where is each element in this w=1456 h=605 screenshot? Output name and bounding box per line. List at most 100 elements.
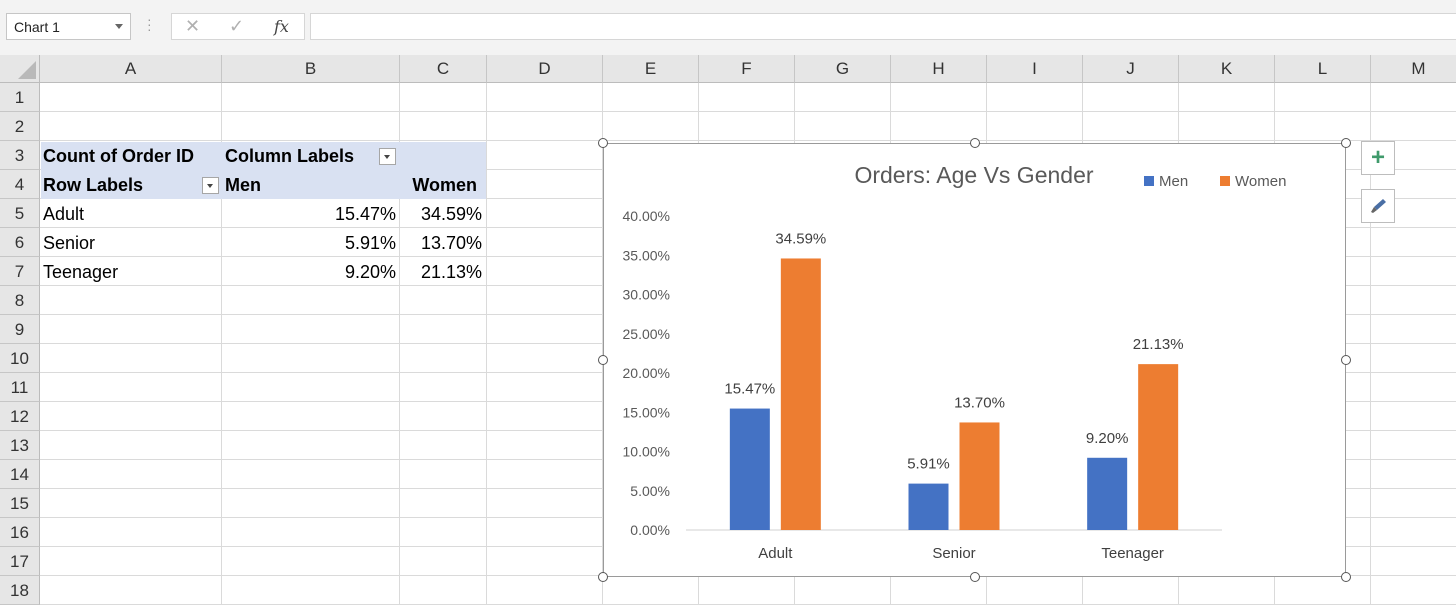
- column-header[interactable]: F: [699, 55, 795, 83]
- pivot-header-band: [41, 142, 486, 199]
- y-tick-label: 10.00%: [623, 444, 670, 460]
- select-all-icon: [18, 61, 36, 79]
- column-header[interactable]: D: [487, 55, 603, 83]
- gridline: [40, 111, 1456, 112]
- column-header[interactable]: G: [795, 55, 891, 83]
- row-header[interactable]: 18: [0, 576, 40, 605]
- legend-label: Men: [1159, 173, 1188, 190]
- pivot-row-labels[interactable]: Row Labels: [43, 175, 144, 195]
- cancel-icon[interactable]: ✕: [185, 16, 201, 36]
- bar-men: [908, 483, 949, 530]
- chart-area[interactable]: Orders: Age Vs Gender Men Women 0.00% 5.00% 1…: [603, 143, 1346, 577]
- row-filter-button[interactable]: [202, 177, 219, 194]
- pivot-cell[interactable]: 5.91%: [344, 233, 396, 253]
- gridline: [40, 140, 1456, 141]
- pivot-header-men[interactable]: Men: [225, 175, 261, 195]
- bar-women: [780, 258, 821, 530]
- row-header[interactable]: 10: [0, 344, 40, 373]
- row-header[interactable]: 1: [0, 83, 40, 112]
- column-header[interactable]: L: [1275, 55, 1371, 83]
- pivot-cell[interactable]: 9.20%: [344, 262, 396, 282]
- chart-styles-button[interactable]: [1361, 189, 1395, 223]
- select-all-button[interactable]: [0, 55, 40, 83]
- x-tick-label: Adult: [758, 545, 793, 562]
- resize-handle[interactable]: [598, 138, 608, 148]
- pivot-cell[interactable]: 15.47%: [334, 204, 396, 224]
- pivot-cell[interactable]: 13.70%: [420, 233, 482, 253]
- row-header[interactable]: 9: [0, 315, 40, 344]
- row-header[interactable]: 16: [0, 518, 40, 547]
- legend-swatch: [1144, 176, 1154, 186]
- formula-buttons: ✕ ✓ fx: [171, 13, 305, 40]
- column-header[interactable]: E: [603, 55, 699, 83]
- resize-handle[interactable]: [598, 355, 608, 365]
- resize-handle[interactable]: [1341, 138, 1351, 148]
- pivot-header-women[interactable]: Women: [412, 175, 477, 195]
- row-header[interactable]: 3: [0, 141, 40, 170]
- row-header[interactable]: 8: [0, 286, 40, 315]
- chart-title: Orders: Age Vs Gender: [854, 162, 1093, 188]
- resize-handle[interactable]: [1341, 572, 1351, 582]
- y-tick-label: 25.00%: [623, 326, 670, 342]
- y-tick-label: 30.00%: [623, 287, 670, 303]
- x-tick-label: Senior: [932, 545, 975, 562]
- pivot-cell[interactable]: 21.13%: [420, 262, 482, 282]
- y-tick-label: 15.00%: [623, 404, 670, 420]
- formula-input[interactable]: [310, 13, 1456, 40]
- data-label: 15.47%: [724, 381, 775, 398]
- row-header[interactable]: 15: [0, 489, 40, 518]
- row-header[interactable]: 14: [0, 460, 40, 489]
- row-header[interactable]: 2: [0, 112, 40, 141]
- enter-icon[interactable]: ✓: [229, 16, 245, 36]
- pivot-row-label[interactable]: Teenager: [43, 262, 119, 282]
- pivot-row-label[interactable]: Adult: [43, 204, 85, 224]
- row-header[interactable]: 17: [0, 547, 40, 576]
- row-header[interactable]: 11: [0, 373, 40, 402]
- row-header[interactable]: 5: [0, 199, 40, 228]
- bar-women: [1138, 364, 1179, 530]
- column-header[interactable]: J: [1083, 55, 1179, 83]
- resize-handle[interactable]: [970, 572, 980, 582]
- row-header[interactable]: 6: [0, 228, 40, 257]
- row-header[interactable]: 12: [0, 402, 40, 431]
- data-label: 13.70%: [954, 394, 1005, 411]
- y-tick-label: 20.00%: [623, 365, 670, 381]
- column-header[interactable]: C: [400, 55, 487, 83]
- data-label: 9.20%: [1086, 430, 1129, 447]
- resize-handle[interactable]: [970, 138, 980, 148]
- drag-handle-icon[interactable]: · · ·: [147, 11, 152, 37]
- pivot-value-label[interactable]: Count of Order ID: [43, 146, 194, 166]
- row-header[interactable]: 4: [0, 170, 40, 199]
- row-header[interactable]: 7: [0, 257, 40, 286]
- y-tick-label: 40.00%: [623, 208, 670, 224]
- column-header[interactable]: A: [40, 55, 222, 83]
- pivot-cell[interactable]: 34.59%: [420, 204, 482, 224]
- column-header[interactable]: I: [987, 55, 1083, 83]
- resize-handle[interactable]: [1341, 355, 1351, 365]
- plus-icon: +: [1370, 144, 1385, 171]
- column-header[interactable]: H: [891, 55, 987, 83]
- resize-handle[interactable]: [598, 572, 608, 582]
- x-tick-label: Teenager: [1101, 545, 1164, 562]
- row-header[interactable]: 13: [0, 431, 40, 460]
- column-header[interactable]: M: [1371, 55, 1456, 83]
- column-filter-button[interactable]: [379, 148, 396, 165]
- chart-svg: Orders: Age Vs Gender Men Women 0.00% 5.00% 1…: [623, 162, 1287, 562]
- pivot-column-labels[interactable]: Column Labels: [225, 146, 355, 166]
- bar-women: [959, 422, 1000, 530]
- legend-swatch: [1220, 176, 1230, 186]
- column-header[interactable]: B: [222, 55, 400, 83]
- insert-function-icon[interactable]: fx: [274, 17, 289, 36]
- y-tick-label: 35.00%: [623, 247, 670, 263]
- bar-men: [729, 408, 770, 530]
- add-chart-element-button[interactable]: +: [1361, 141, 1395, 175]
- data-label: 5.91%: [907, 456, 950, 473]
- column-header[interactable]: K: [1179, 55, 1275, 83]
- bar-men: [1087, 457, 1128, 530]
- name-box[interactable]: Chart 1: [6, 13, 131, 40]
- pivot-row-label[interactable]: Senior: [43, 233, 96, 253]
- y-tick-label: 0.00%: [630, 522, 670, 538]
- legend-label: Women: [1235, 173, 1286, 190]
- paintbrush-icon: [1371, 199, 1386, 213]
- chevron-down-icon[interactable]: [115, 24, 123, 29]
